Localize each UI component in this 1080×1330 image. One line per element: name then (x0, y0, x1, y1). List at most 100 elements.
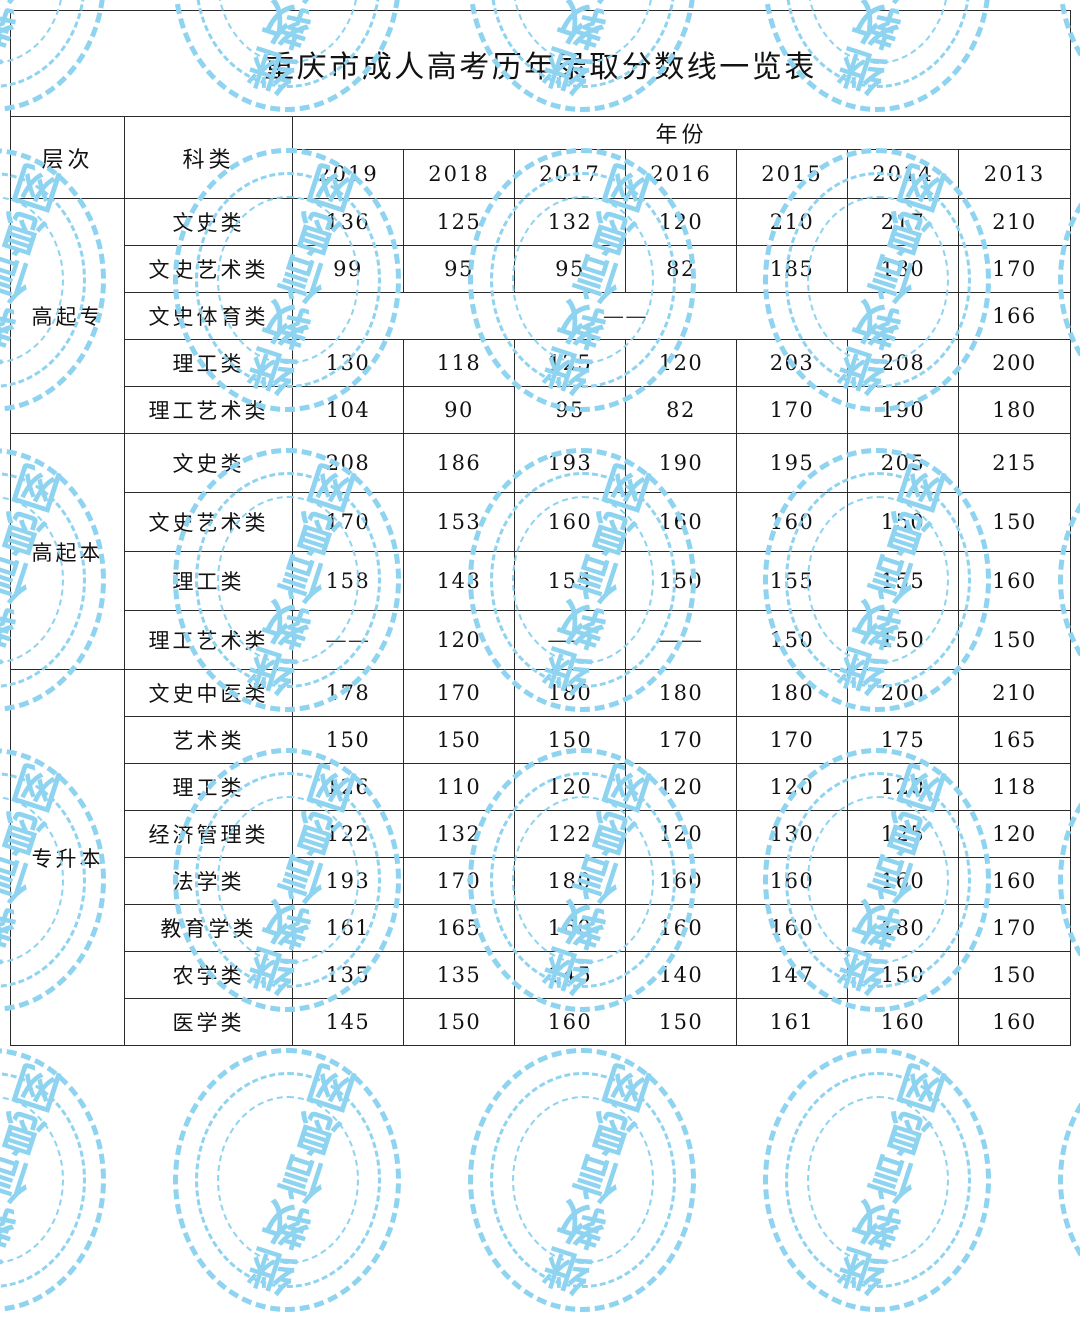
score-cell: 120 (403, 610, 515, 670)
score-cell: 170 (292, 492, 404, 552)
watermark-stamp: 继教信息网 (1040, 1030, 1080, 1330)
score-cell: 104 (292, 386, 404, 434)
watermark-ring (1058, 1048, 1080, 1312)
score-cell: 122 (514, 810, 626, 858)
score-cell: 190 (847, 386, 959, 434)
score-cell: 110 (403, 763, 515, 811)
score-cell: 132 (403, 810, 515, 858)
score-cell: 150 (625, 551, 737, 611)
score-cell: 136 (292, 198, 404, 246)
score-cell: 210 (958, 669, 1071, 717)
score-cell: 120 (625, 198, 737, 246)
table-row: 艺术类 150 150 150 170 170 175 165 (11, 716, 1071, 764)
column-header-subject: 科类 (124, 116, 293, 199)
subject-cell: 教育学类 (124, 904, 293, 952)
score-cell: 210 (736, 198, 848, 246)
subject-cell: 法学类 (124, 857, 293, 905)
score-cell: —— (625, 610, 737, 670)
table-row: 高起专 文史类 136 125 132 120 210 217 210 (10, 198, 1071, 434)
score-cell: 135 (403, 951, 515, 999)
table-row: 农学类 135 135 145 140 147 150 150 (11, 951, 1071, 999)
watermark-text: 继教信息网 (0, 1057, 73, 1303)
subject-cell: 艺术类 (124, 716, 293, 764)
watermark-text: 继教信息网 (831, 1057, 958, 1303)
score-cell: 160 (625, 857, 737, 905)
table-row: 专升本 文史中医类 178 170 180 180 180 200 210 (10, 669, 1071, 1046)
score-cell: 122 (292, 810, 404, 858)
score-cell: 190 (625, 433, 737, 493)
score-cell: 170 (958, 904, 1071, 952)
score-cell: 120 (625, 810, 737, 858)
subject-cell: 理工艺术类 (124, 610, 293, 670)
score-cell: 95 (514, 245, 626, 293)
score-cell: 130 (292, 339, 404, 387)
watermark-stamp: 继教信息网 (155, 1030, 455, 1330)
score-cell: 160 (736, 857, 848, 905)
title-row: 重庆市成人高考历年录取分数线一览表 (10, 10, 1071, 117)
subject-cell: 农学类 (124, 951, 293, 999)
score-cell: 208 (292, 433, 404, 493)
score-cell: 200 (958, 339, 1071, 387)
subject-cell: 文史艺术类 (124, 245, 293, 293)
score-cell: 150 (847, 951, 959, 999)
score-cell: —— (292, 610, 404, 670)
watermark-text: 继教信息网 (241, 1057, 368, 1303)
score-cell: 160 (514, 998, 626, 1046)
score-cell: 155 (736, 551, 848, 611)
subject-cell: 理工类 (124, 551, 293, 611)
watermark-ring (173, 1048, 401, 1312)
column-header-years-group: 年份 (292, 116, 1071, 150)
table-row: 理工艺术类 104 90 95 82 170 190 180 (11, 386, 1071, 434)
score-cell: 135 (292, 951, 404, 999)
score-cell: 180 (736, 669, 848, 717)
subject-cell: 文史类 (124, 433, 293, 493)
subject-cell: 文史类 (124, 198, 293, 246)
score-cell: 126 (292, 763, 404, 811)
column-header-year-2014: 2014 (847, 149, 959, 199)
column-header-year-2015: 2015 (736, 149, 848, 199)
column-header-level: 层次 (10, 116, 125, 199)
score-cell-merged: —— (292, 292, 959, 340)
score-cell: 150 (403, 998, 515, 1046)
score-cell: 160 (847, 857, 959, 905)
table-row: 法学类 193 170 180 160 160 160 160 (11, 857, 1071, 905)
score-cell: 150 (292, 716, 404, 764)
score-cell: 145 (292, 998, 404, 1046)
score-cell: 193 (514, 433, 626, 493)
score-cell: 193 (292, 857, 404, 905)
watermark-stamp: 继教信息网 (450, 1030, 750, 1330)
score-cell: 160 (514, 904, 626, 952)
score-cell: 150 (958, 951, 1071, 999)
watermark-stamp: 继教信息网 (0, 1030, 160, 1330)
watermark-stamp: 继教信息网 (745, 1030, 1045, 1330)
score-cell: 153 (403, 492, 515, 552)
score-cell: 120 (958, 810, 1071, 858)
score-cell: 203 (736, 339, 848, 387)
score-cell: —— (514, 610, 626, 670)
watermark-ring (217, 1096, 359, 1264)
score-cell: 180 (514, 857, 626, 905)
subject-cell: 文史艺术类 (124, 492, 293, 552)
score-sheet: 重庆市成人高考历年录取分数线一览表 层次 科类 年份 2019 2018 2017 2016 2… (10, 10, 1071, 1046)
score-cell: 118 (403, 339, 515, 387)
score-cell: 150 (847, 492, 959, 552)
score-cell: 150 (736, 610, 848, 670)
level-cell-高起专: 高起专 (10, 198, 125, 434)
score-cell: 150 (958, 492, 1071, 552)
table-row: 理工类 126 110 120 120 120 120 118 (11, 763, 1071, 811)
subject-cell: 理工类 (124, 763, 293, 811)
level-cell-高起本: 高起本 (10, 433, 125, 670)
watermark-ring (763, 1048, 991, 1312)
score-cell: 95 (514, 386, 626, 434)
score-cell: 160 (958, 551, 1071, 611)
score-cell: 166 (958, 292, 1071, 340)
score-cell: 165 (403, 904, 515, 952)
page-title: 重庆市成人高考历年录取分数线一览表 (10, 10, 1071, 117)
score-cell: 165 (958, 716, 1071, 764)
subject-cell: 理工艺术类 (124, 386, 293, 434)
score-cell: 150 (625, 998, 737, 1046)
subject-cell: 经济管理类 (124, 810, 293, 858)
score-cell: 217 (847, 198, 959, 246)
admission-score-table: 重庆市成人高考历年录取分数线一览表 层次 科类 年份 2019 2018 2017 2016 2… (10, 10, 1071, 1046)
table-row: 文史艺术类 170 153 160 160 160 150 150 (11, 492, 1071, 552)
